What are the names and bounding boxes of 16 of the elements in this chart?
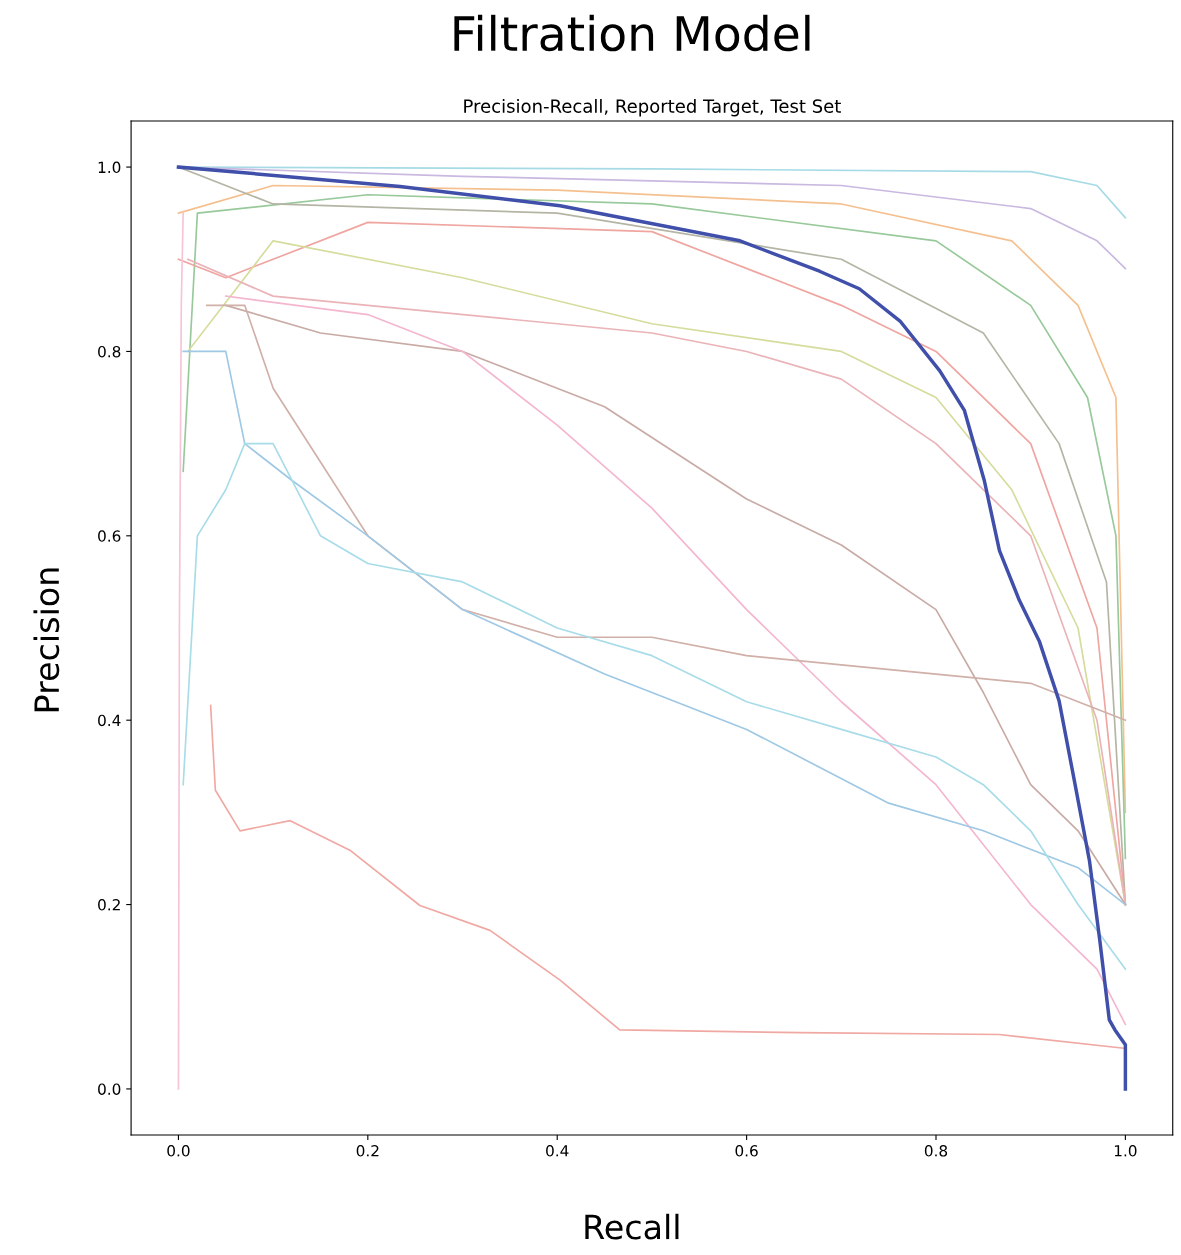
- chart-subtitle: Precision-Recall, Reported Target, Test Set: [464, 98, 841, 117]
- y-tick-label: 0.2: [98, 899, 120, 911]
- y-tick-label: 0.4: [98, 714, 121, 727]
- x-tick-label: 0.8: [924, 1145, 948, 1157]
- x-tick-label: 1.0: [1114, 1145, 1137, 1157]
- y-tick-label: 0.0: [98, 1083, 121, 1095]
- x-tick-label: 0.6: [735, 1145, 758, 1157]
- chart-title: Filtration Model: [454, 14, 810, 52]
- y-axis-title: Precision: [33, 568, 60, 712]
- x-tick-label: 0.0: [167, 1145, 190, 1157]
- y-tick-label: 1.0: [98, 161, 121, 174]
- x-tick-label: 0.2: [356, 1145, 379, 1157]
- y-tick-label: 0.6: [98, 530, 121, 542]
- x-tick-label: 0.4: [546, 1145, 569, 1157]
- x-axis-title: Recall: [585, 1213, 679, 1240]
- y-tick-label: 0.8: [98, 345, 121, 358]
